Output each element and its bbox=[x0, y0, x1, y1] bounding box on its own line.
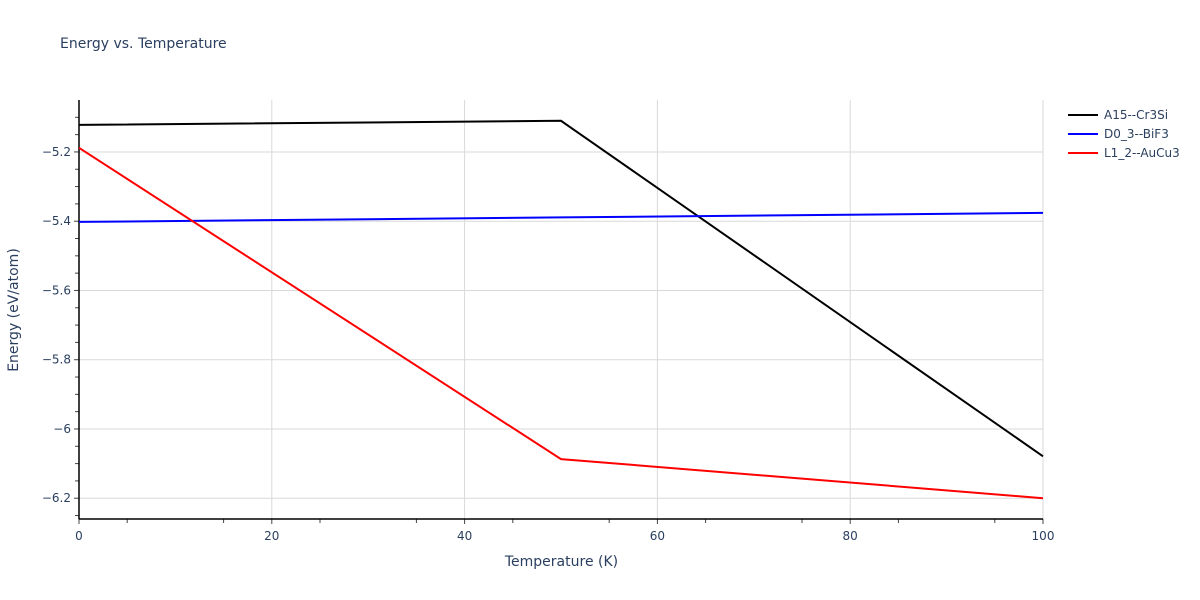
data-series bbox=[78, 119, 1044, 500]
y-axis-label: Energy (eV/atom) bbox=[6, 248, 22, 372]
series-line[interactable] bbox=[78, 146, 1044, 500]
legend-label: L1_2--AuCu3 bbox=[1104, 145, 1180, 160]
legend-label: D0_3--BiF3 bbox=[1104, 126, 1169, 141]
series-line[interactable] bbox=[78, 211, 1044, 223]
legend-swatch-icon bbox=[1068, 132, 1098, 135]
chart-title: Energy vs. Temperature bbox=[60, 36, 227, 52]
y-tick-label: −5.2 bbox=[42, 145, 71, 159]
gridlines bbox=[79, 100, 1044, 519]
axes bbox=[74, 100, 1044, 524]
legend-item-l1-2-aucu3[interactable]: L1_2--AuCu3 bbox=[1068, 143, 1180, 162]
y-tick-label: −6.2 bbox=[42, 491, 71, 505]
tick-labels: 0 20 40 60 80 100 −5.2 −5.4 −5.6 −5.8 −6 −6.2 bbox=[42, 145, 1055, 543]
x-tick-label: 80 bbox=[843, 529, 858, 543]
legend-swatch-icon bbox=[1068, 113, 1098, 116]
y-tick-label: −5.8 bbox=[42, 353, 71, 367]
legend-swatch-icon bbox=[1068, 151, 1098, 154]
y-tick-label: −6 bbox=[53, 422, 71, 436]
x-tick-label: 60 bbox=[650, 529, 665, 543]
y-tick-label: −5.4 bbox=[42, 214, 71, 228]
legend-label: A15--Cr3Si bbox=[1104, 107, 1169, 122]
legend-item-d0-3-bif3[interactable]: D0_3--BiF3 bbox=[1068, 124, 1180, 143]
x-tick-label: 20 bbox=[264, 529, 279, 543]
series-line[interactable] bbox=[78, 119, 1044, 458]
legend: A15--Cr3Si D0_3--BiF3 L1_2--AuCu3 bbox=[1068, 105, 1180, 162]
y-tick-label: −5.6 bbox=[42, 283, 71, 297]
legend-item-a15-cr3si[interactable]: A15--Cr3Si bbox=[1068, 105, 1180, 124]
x-tick-label: 40 bbox=[457, 529, 472, 543]
x-tick-label: 0 bbox=[75, 529, 83, 543]
x-axis-label: Temperature (K) bbox=[504, 554, 619, 570]
x-tick-label: 100 bbox=[1032, 529, 1055, 543]
